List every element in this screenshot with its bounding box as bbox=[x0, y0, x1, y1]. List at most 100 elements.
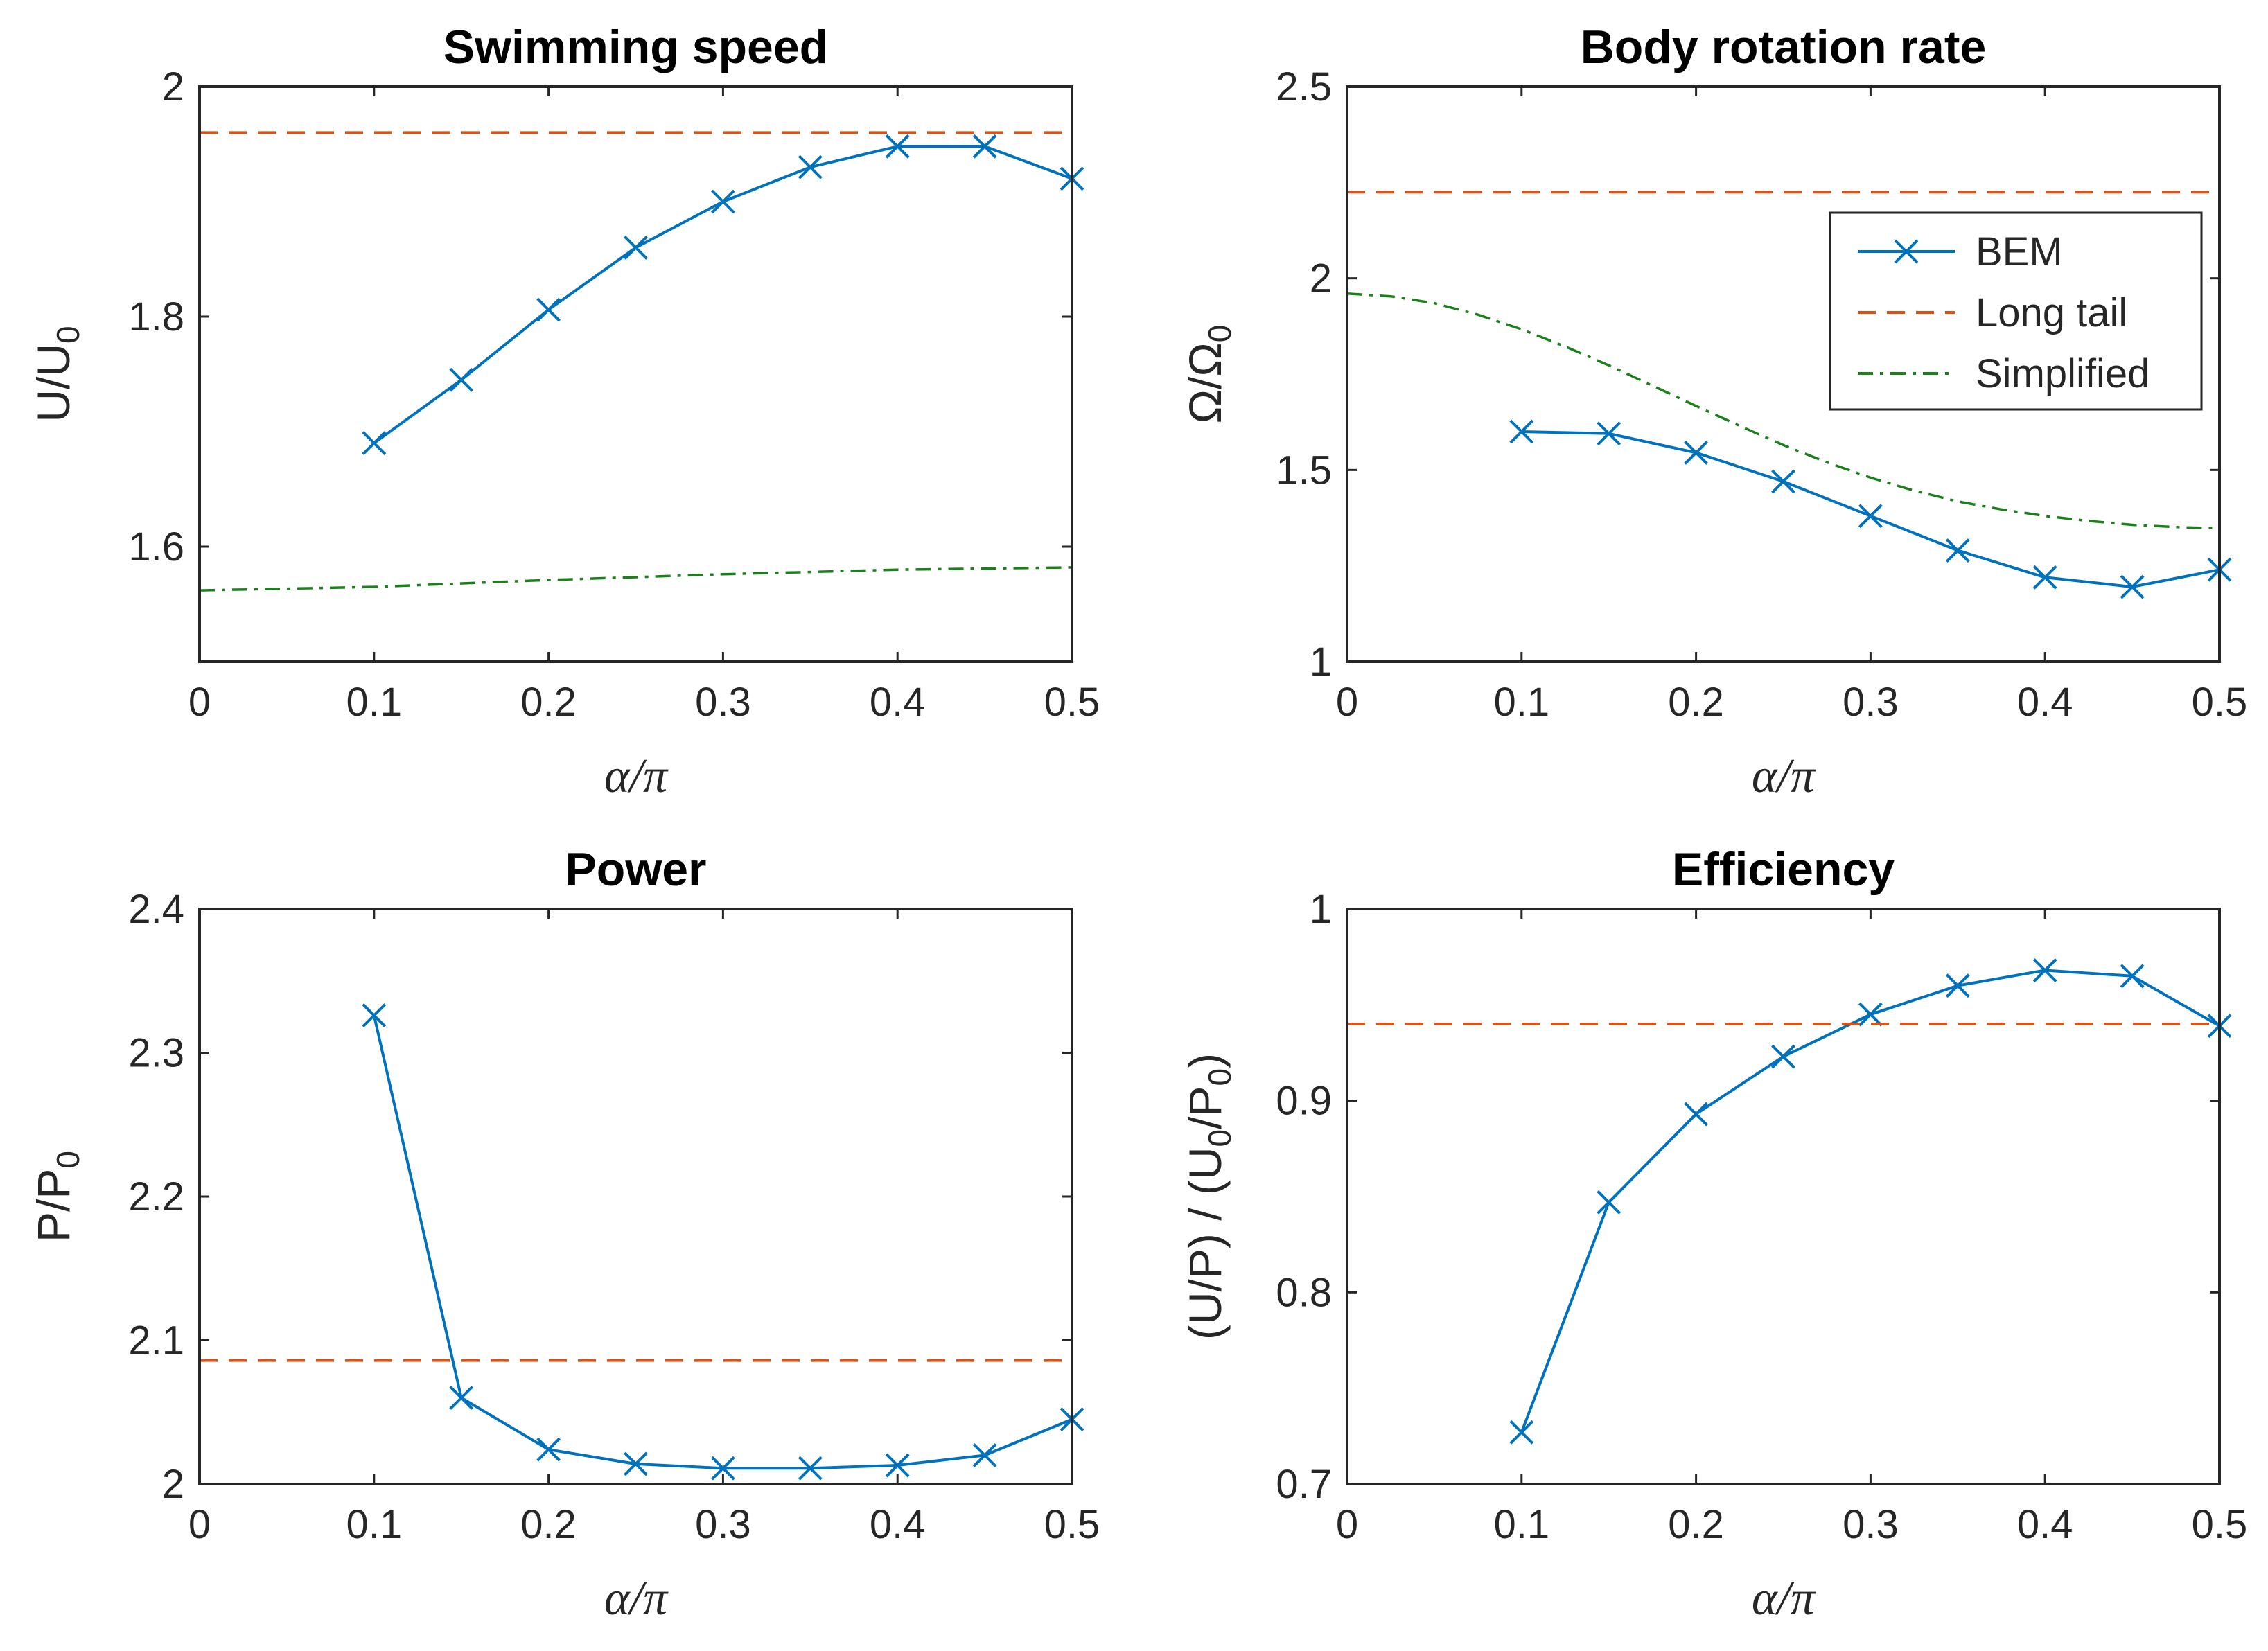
axes-frame bbox=[1346, 85, 2221, 663]
y-tick-label: 1.6 bbox=[128, 524, 184, 570]
x-tick-label: 0.5 bbox=[2192, 1502, 2248, 1547]
chart-title: Swimming speed bbox=[443, 21, 828, 73]
y-label-text: (U/P) / (U bbox=[1179, 1147, 1231, 1340]
y-axis-label: (U/P) / (U0/P0) bbox=[1179, 1053, 1238, 1340]
series-line bbox=[199, 566, 1073, 592]
data-point-marker bbox=[710, 189, 735, 214]
y-label-text: /P bbox=[1179, 1086, 1231, 1129]
x-tick-label: 0.4 bbox=[870, 1502, 926, 1547]
x-tick-label: 0.5 bbox=[1044, 680, 1100, 725]
data-point-marker bbox=[624, 235, 648, 260]
y-tick-label: 1 bbox=[1310, 887, 1332, 932]
data-point-marker bbox=[536, 1437, 561, 1462]
x-axis-label: α/π bbox=[1752, 750, 1816, 803]
data-point-marker bbox=[1945, 973, 1970, 998]
panel-1: 0 0.1 0.2 0.3 0.4 0.5 1.6 1.8 2 Swimming speed α/π… bbox=[28, 21, 1100, 803]
y-label-text: ) bbox=[1179, 1053, 1231, 1068]
legend-label: BEM bbox=[1976, 229, 2063, 274]
plot-area bbox=[200, 909, 1072, 1484]
panel-3: 0 0.1 0.2 0.3 0.4 0.5 2 2.1 2.2 2.3 2.4 Power α/π P/P… bbox=[28, 843, 1100, 1625]
y-label-text: P/P bbox=[28, 1169, 79, 1242]
y-tick-label: 1 bbox=[1310, 639, 1332, 685]
series-simplified bbox=[1346, 292, 2220, 530]
x-tick-label: 0.1 bbox=[346, 1502, 402, 1547]
legend-entry: BEM bbox=[1858, 229, 2063, 274]
y-label-subscript: 0 bbox=[1202, 325, 1238, 343]
x-axis: 0 0.1 0.2 0.3 0.4 0.5 bbox=[188, 909, 1100, 1547]
x-axis: 0 0.1 0.2 0.3 0.4 0.5 bbox=[1336, 909, 2247, 1547]
y-tick-label: 2.1 bbox=[128, 1318, 184, 1363]
y-label-text: Ω/Ω bbox=[1179, 342, 1231, 423]
x-axis: 0 0.1 0.2 0.3 0.4 0.5 bbox=[188, 87, 1100, 725]
data-point-marker bbox=[2032, 565, 2057, 590]
data-point-marker bbox=[1509, 419, 1534, 444]
x-axis: 0 0.1 0.2 0.3 0.4 0.5 bbox=[1336, 87, 2247, 725]
y-axis: 0.7 0.8 0.9 1 bbox=[1276, 887, 2219, 1507]
data-point-marker bbox=[1509, 1420, 1534, 1445]
data-point-marker bbox=[362, 431, 387, 456]
y-label-subscript: 0 bbox=[50, 326, 86, 344]
y-label-subscript: 0 bbox=[1202, 1068, 1238, 1086]
y-tick-label: 1.5 bbox=[1276, 448, 1332, 493]
x-tick-label: 0.3 bbox=[1843, 680, 1899, 725]
data-point-marker bbox=[1684, 441, 1709, 465]
legend: BEM Long tail Simplified bbox=[1829, 211, 2203, 411]
x-tick-label: 0.4 bbox=[2017, 1502, 2073, 1547]
x-axis-label: α/π bbox=[604, 1572, 669, 1625]
data-point-marker bbox=[624, 1451, 648, 1476]
data-point-marker bbox=[885, 134, 910, 159]
x-axis-label: α/π bbox=[604, 750, 669, 803]
y-tick-label: 2 bbox=[162, 64, 184, 109]
data-point-marker bbox=[1858, 504, 1883, 529]
x-tick-label: 0 bbox=[188, 680, 211, 725]
x-tick-label: 0.1 bbox=[346, 680, 402, 725]
data-point-marker bbox=[1597, 1190, 1621, 1215]
legend-label: Simplified bbox=[1976, 351, 2150, 396]
data-point-marker bbox=[449, 367, 474, 392]
data-point-marker bbox=[798, 1456, 823, 1481]
data-point-marker bbox=[449, 1386, 474, 1410]
x-tick-label: 0.3 bbox=[695, 1502, 751, 1547]
x-axis-label: α/π bbox=[1752, 1572, 1816, 1625]
plot-area bbox=[1347, 909, 2219, 1484]
x-tick-label: 0.2 bbox=[520, 1502, 577, 1547]
y-axis: 1.6 1.8 2 bbox=[128, 64, 1072, 570]
y-axis-label: P/P0 bbox=[28, 1151, 86, 1242]
data-point-marker bbox=[2032, 958, 2057, 982]
y-tick-label: 2 bbox=[162, 1462, 184, 1507]
x-tick-label: 0.5 bbox=[1044, 1502, 1100, 1547]
data-point-marker bbox=[362, 1003, 387, 1027]
legend-marker bbox=[1894, 239, 1919, 264]
data-point-marker bbox=[1771, 469, 1795, 494]
y-tick-label: 0.7 bbox=[1276, 1462, 1332, 1507]
series-bem bbox=[1509, 958, 2232, 1445]
legend-label: Long tail bbox=[1976, 290, 2127, 335]
chart-title: Power bbox=[565, 843, 706, 896]
data-point-marker bbox=[2120, 964, 2145, 989]
x-tick-label: 0.3 bbox=[1843, 1502, 1899, 1547]
data-point-marker bbox=[1771, 1044, 1795, 1069]
y-axis: 1 1.5 2 2.5 bbox=[1276, 64, 2219, 685]
x-tick-label: 0.2 bbox=[520, 680, 577, 725]
y-tick-label: 2.4 bbox=[128, 887, 184, 932]
x-tick-label: 0.2 bbox=[1668, 1502, 1724, 1547]
y-label-text: U/U bbox=[28, 344, 79, 423]
y-tick-label: 2.2 bbox=[128, 1174, 184, 1219]
y-tick-label: 0.9 bbox=[1276, 1079, 1332, 1124]
legend-entry: Simplified bbox=[1858, 351, 2150, 396]
data-point-marker bbox=[2120, 574, 2145, 599]
y-axis: 2 2.1 2.2 2.3 2.4 bbox=[128, 887, 1072, 1507]
y-tick-label: 2.5 bbox=[1276, 64, 1332, 109]
data-point-marker bbox=[1597, 421, 1621, 446]
panel-2: 0 0.1 0.2 0.3 0.4 0.5 1 1.5 2 2.5 Body rotation ra… bbox=[1179, 21, 2247, 803]
data-point-marker bbox=[798, 154, 823, 179]
y-tick-label: 2.3 bbox=[128, 1031, 184, 1076]
x-tick-label: 0 bbox=[1336, 1502, 1358, 1547]
x-tick-label: 0.1 bbox=[1493, 680, 1549, 725]
x-tick-label: 0.3 bbox=[695, 680, 751, 725]
series-bem bbox=[362, 1003, 1084, 1481]
x-tick-label: 0.2 bbox=[1668, 680, 1724, 725]
chart-title: Body rotation rate bbox=[1581, 21, 1987, 73]
y-tick-label: 0.8 bbox=[1276, 1270, 1332, 1315]
legend-entry: Long tail bbox=[1858, 290, 2127, 335]
